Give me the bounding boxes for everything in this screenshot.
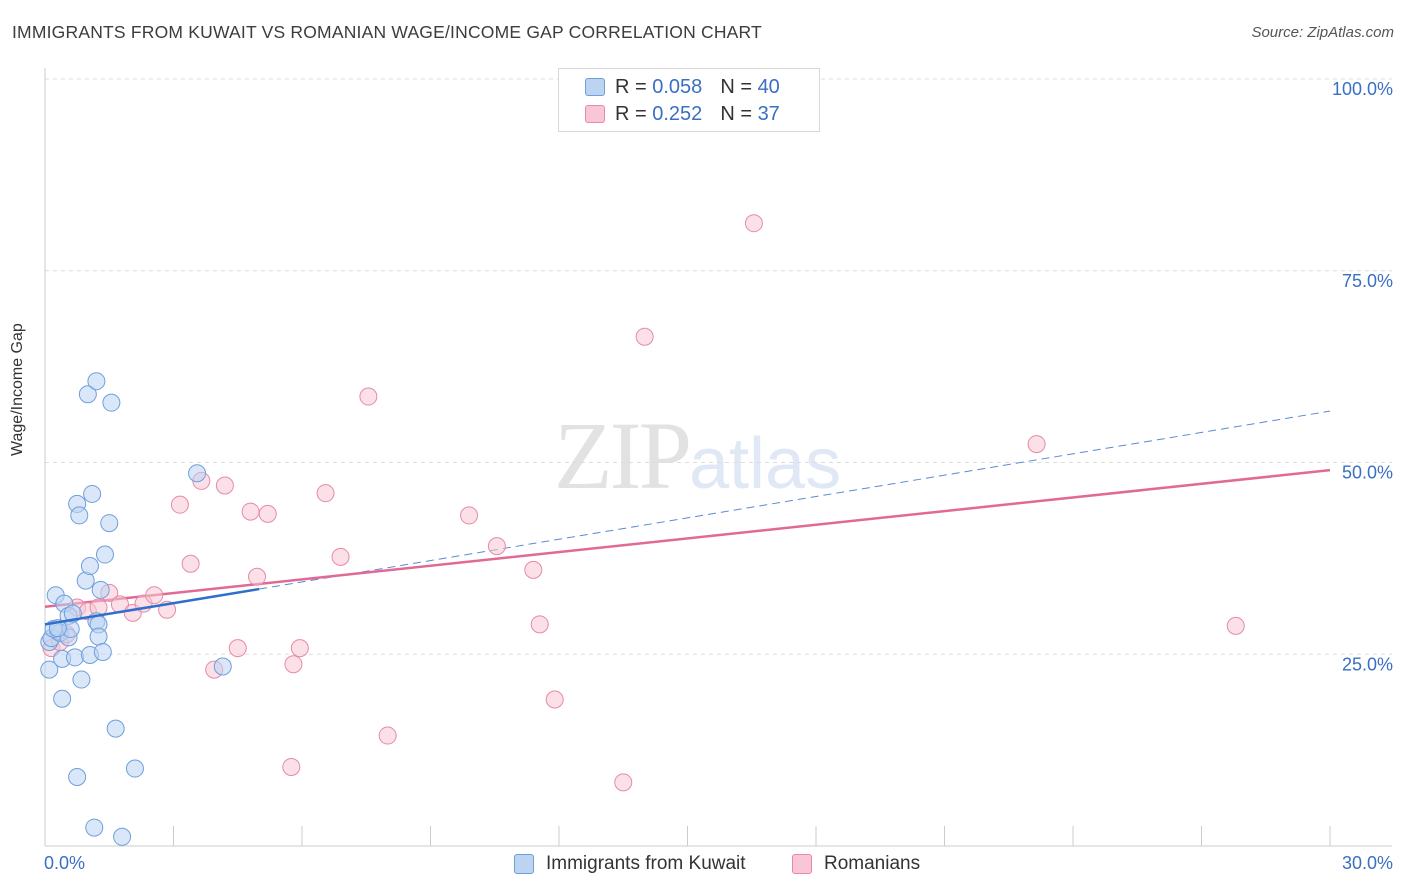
romanians-point: [170, 495, 189, 514]
kuwait-point: [65, 648, 84, 667]
romanians-point: [145, 586, 164, 605]
kuwait-point: [89, 627, 108, 646]
kuwait-point: [40, 660, 59, 679]
kuwait-legend-swatch: [514, 854, 534, 874]
kuwait-point: [72, 670, 91, 689]
kuwait-point: [125, 759, 144, 778]
n-label: N =: [720, 75, 752, 98]
kuwait-point: [85, 818, 104, 837]
x-tick-label: 0.0%: [44, 853, 85, 873]
r-value: 0.058: [652, 75, 703, 98]
kuwait-point: [68, 767, 87, 786]
kuwait-point: [70, 506, 89, 525]
kuwait-point: [106, 719, 125, 738]
kuwait-point: [188, 464, 207, 483]
kuwait-point: [53, 689, 72, 708]
romanians-point: [545, 690, 564, 709]
kuwait-point: [91, 580, 110, 599]
kuwait-point: [80, 557, 99, 576]
romanians-trend-line: [44, 468, 1331, 608]
stats-legend-row-kuwait: R = 0.058 N = 40: [585, 75, 780, 99]
kuwait-point: [102, 393, 121, 412]
kuwait-point: [87, 372, 106, 391]
y-tick-label: 50.0%: [1342, 463, 1393, 483]
romanians-point: [228, 639, 247, 658]
romanians-point: [460, 506, 479, 525]
kuwait-point: [83, 484, 102, 503]
romanians-legend-swatch: [792, 854, 812, 874]
romanians-point: [635, 327, 654, 346]
kuwait-point: [100, 514, 119, 533]
x-tick-label: 30.0%: [1342, 853, 1393, 873]
y-tick-label: 75.0%: [1342, 271, 1393, 291]
romanians-point: [487, 537, 506, 556]
kuwait-trend-extension: [259, 410, 1331, 590]
romanians-point: [1226, 616, 1245, 635]
romanians-point: [744, 214, 763, 233]
romanians-point: [241, 502, 260, 521]
kuwait-point: [78, 385, 97, 404]
romanians-point: [378, 726, 397, 745]
romanians-point: [290, 639, 309, 658]
legend-item-kuwait: Immigrants from Kuwait: [514, 851, 746, 877]
romanians-point: [524, 560, 543, 579]
source-label: Source: ZipAtlas.com: [1251, 24, 1394, 41]
kuwait-point: [213, 657, 232, 676]
stats-legend: R = 0.058 N = 40 R = 0.252 N = 37: [558, 68, 820, 132]
kuwait-point: [95, 545, 114, 564]
romanians-point: [359, 387, 378, 406]
kuwait-swatch: [585, 78, 605, 96]
kuwait-trend-line: [44, 587, 260, 626]
romanians-point: [282, 757, 301, 776]
y-axis-label: Wage/Income Gap: [9, 323, 26, 456]
y-tick-label: 25.0%: [1342, 654, 1393, 674]
chart-title: IMMIGRANTS FROM KUWAIT VS ROMANIAN WAGE/…: [12, 22, 762, 42]
n-value: 40: [757, 75, 780, 98]
n-label: N =: [720, 102, 752, 125]
watermark-atlas: atlas: [689, 424, 842, 504]
romanians-point: [331, 547, 350, 566]
romanians-point: [248, 567, 267, 586]
legend-label-kuwait: Immigrants from Kuwait: [546, 853, 746, 874]
romanians-swatch: [585, 105, 605, 123]
watermark: ZIPatlas: [554, 400, 841, 511]
legend-item-romanians: Romanians: [792, 851, 920, 877]
romanians-point: [258, 504, 277, 523]
legend-label-romanians: Romanians: [824, 853, 921, 874]
watermark-zip: ZIP: [554, 402, 692, 509]
r-value: 0.252: [652, 102, 703, 125]
romanians-point: [530, 615, 549, 634]
romanians-point: [181, 554, 200, 573]
stats-legend-row-romanians: R = 0.252 N = 37: [585, 102, 780, 126]
n-value: 37: [757, 102, 780, 125]
r-label: R =: [615, 102, 647, 125]
kuwait-point: [113, 827, 132, 846]
r-label: R =: [615, 75, 647, 98]
kuwait-point: [93, 642, 112, 661]
romanians-point: [215, 476, 234, 495]
romanians-point: [1027, 435, 1046, 454]
y-tick-label: 100.0%: [1332, 79, 1393, 99]
romanians-point: [316, 484, 335, 503]
romanians-point: [614, 773, 633, 792]
romanians-point: [284, 655, 303, 674]
